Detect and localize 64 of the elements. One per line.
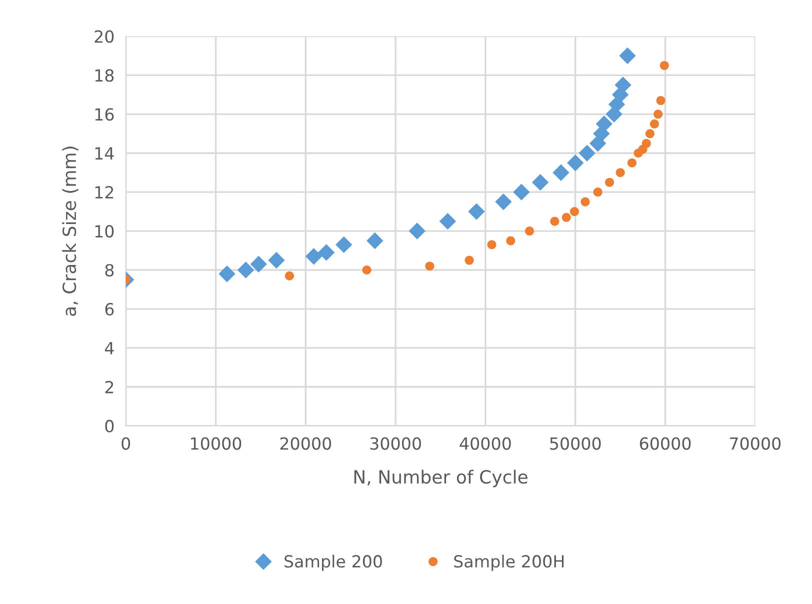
point xyxy=(532,174,549,191)
y-tick-label: 12 xyxy=(95,186,114,198)
point xyxy=(487,240,496,250)
point xyxy=(562,212,571,222)
y-tick-label: 2 xyxy=(105,380,114,394)
point xyxy=(580,197,590,206)
point xyxy=(567,154,584,172)
x-axis-title: N, Number of Cycle xyxy=(354,470,528,488)
point xyxy=(439,212,456,230)
point xyxy=(250,256,267,272)
point xyxy=(524,226,534,236)
y-tick-label: 14 xyxy=(95,147,114,160)
point xyxy=(550,216,560,226)
point xyxy=(605,178,614,187)
point xyxy=(284,271,294,280)
point xyxy=(425,262,434,271)
x-tick-label: 50000 xyxy=(550,437,601,450)
x-tick-label: 20000 xyxy=(280,437,332,450)
point xyxy=(578,144,596,162)
point xyxy=(614,76,632,94)
x-tick-label: 10000 xyxy=(191,437,242,450)
point xyxy=(318,244,335,261)
y-tick-label: 16 xyxy=(95,108,114,121)
point xyxy=(506,236,516,246)
point xyxy=(305,248,322,265)
point xyxy=(593,188,602,197)
y-tick-label: 6 xyxy=(105,302,114,316)
point xyxy=(619,47,636,64)
point xyxy=(650,119,659,128)
legend-label: Sample 200H xyxy=(454,554,564,571)
point xyxy=(552,164,570,181)
x-tick-label: 30000 xyxy=(370,437,421,450)
point xyxy=(627,158,637,168)
point xyxy=(616,168,625,178)
point xyxy=(464,256,474,265)
point xyxy=(468,203,485,220)
point xyxy=(495,193,512,210)
point xyxy=(570,207,579,216)
point xyxy=(218,266,236,282)
y-tick-label: 8 xyxy=(105,264,114,277)
point xyxy=(408,222,426,240)
point xyxy=(237,262,254,278)
y-tick-label: 0 xyxy=(105,420,114,432)
point xyxy=(642,138,651,148)
point xyxy=(513,184,530,200)
point xyxy=(654,110,663,119)
y-tick-label: 18 xyxy=(95,69,114,82)
y-axis-title: a, Crack Size (mm) xyxy=(62,146,78,316)
x-tick-label: 60000 xyxy=(640,437,691,450)
x-tick-label: 40000 xyxy=(460,437,511,450)
legend-label: Sample 200 xyxy=(284,554,382,571)
x-tick-label: 0 xyxy=(122,437,130,450)
point xyxy=(362,265,372,274)
y-tick-label: 10 xyxy=(95,224,114,238)
point xyxy=(656,96,666,106)
point xyxy=(268,252,285,269)
point xyxy=(336,236,352,254)
y-tick-label: 20 xyxy=(94,30,114,43)
point xyxy=(660,60,669,70)
x-tick-label: 70000 xyxy=(730,437,781,450)
point xyxy=(366,232,384,250)
point xyxy=(645,129,654,138)
y-tick-label: 4 xyxy=(104,342,114,354)
point xyxy=(596,116,612,132)
